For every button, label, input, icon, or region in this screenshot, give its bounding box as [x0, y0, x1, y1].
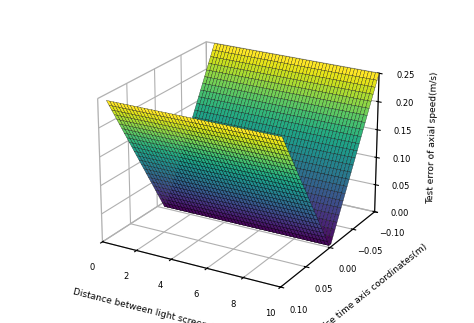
Y-axis label: Pulse time axis coordinates(m): Pulse time axis coordinates(m): [314, 242, 428, 323]
X-axis label: Distance between light screen groups(m): Distance between light screen groups(m): [72, 287, 256, 323]
